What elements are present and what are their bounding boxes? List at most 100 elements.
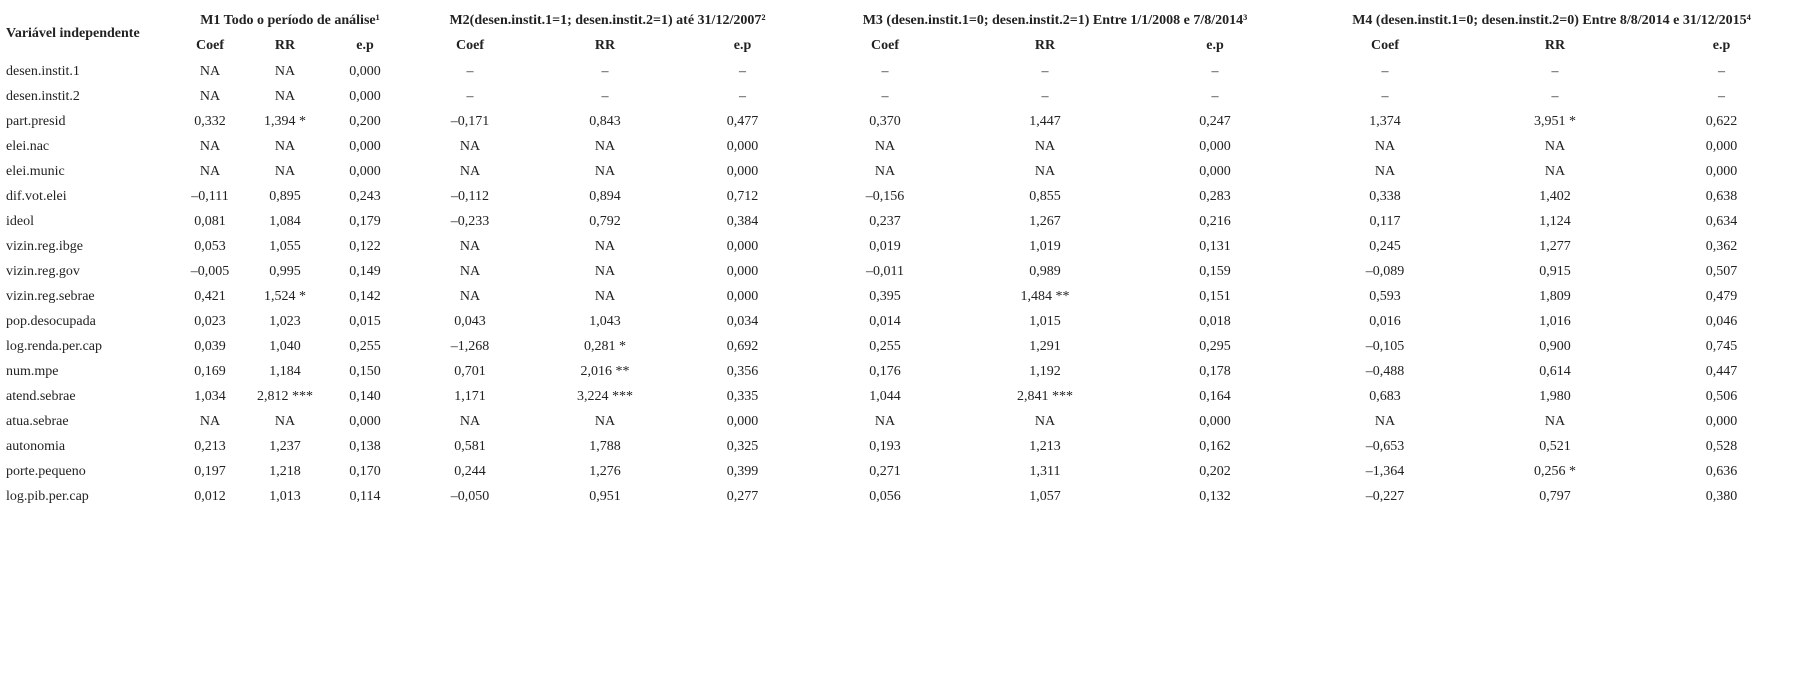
table-row: pop.desocupada 0,023 1,023 0,015 0,043 1,043 0…	[0, 309, 1803, 334]
table-cell: 1,084	[269, 213, 301, 229]
table-row: elei.munic NA NA 0,000 NA NA 0,000 NA NA 0,000 NA N…	[0, 159, 1803, 184]
table-cell: 0,193	[869, 438, 901, 454]
table-cell: 1,213	[1029, 438, 1061, 454]
table-cell: 0,338	[1369, 188, 1401, 204]
table-cell: 1,267	[1029, 213, 1061, 229]
column-header: e.p	[1206, 38, 1224, 53]
table-cell: NA	[594, 138, 616, 154]
table-cell: 1,013	[269, 488, 301, 504]
table-cell: –0,005	[190, 263, 230, 279]
table-cell: 0,000	[1199, 163, 1231, 179]
table-cell: –	[466, 63, 474, 79]
table-cell: 0,056	[869, 488, 901, 504]
subheader-row: Coef RR e.p Coef RR e.p Coef RR e.p Coef RR e.p	[0, 33, 1803, 59]
table-cell: 0,915	[1539, 263, 1571, 279]
table-cell: 0,200	[349, 113, 381, 129]
table-cell: 0,000	[726, 413, 759, 429]
table-cell: NA	[594, 163, 616, 179]
table-cell: 0,114	[349, 488, 381, 504]
table-cell: 1,043	[589, 313, 621, 329]
table-cell: 0,000	[1199, 413, 1231, 429]
table-cell: –	[881, 63, 889, 79]
table-cell: 0,014	[869, 313, 901, 329]
table-cell: 0,370	[869, 113, 901, 129]
table-cell: 1,015	[1029, 313, 1061, 329]
table-cell: NA	[1374, 138, 1396, 154]
table-cell: –	[881, 88, 889, 104]
table-cell: 0,131	[1199, 238, 1231, 254]
table-cell: –0,111	[191, 188, 229, 204]
table-cell: 1,980	[1539, 388, 1571, 404]
table-row: part.presid 0,332 1,394 * 0,200 –0,171 0,843 0…	[0, 109, 1803, 134]
table-cell: 0,506	[1705, 388, 1738, 404]
row-label: pop.desocupada	[6, 313, 96, 329]
table-cell: –	[601, 88, 609, 104]
table-cell: 1,394 *	[264, 113, 306, 129]
table-cell: 0,362	[1705, 238, 1738, 254]
table-cell: 0,995	[269, 263, 301, 279]
table-cell: –1,268	[450, 338, 490, 354]
table-cell: NA	[199, 413, 221, 429]
table-cell: 1,402	[1539, 188, 1571, 204]
table-cell: 0,000	[349, 88, 381, 104]
table-cell: NA	[274, 413, 296, 429]
table-cell: 0,039	[194, 338, 226, 354]
table-cell: 0,528	[1705, 438, 1738, 454]
table-cell: 3,224 ***	[577, 388, 633, 404]
table-cell: NA	[874, 163, 896, 179]
table-cell: 1,016	[1539, 313, 1571, 329]
table-cell: 0,855	[1029, 188, 1061, 204]
table-cell: NA	[1034, 138, 1056, 154]
table-cell: 0,016	[1369, 313, 1401, 329]
table-row: atend.sebrae 1,034 2,812 *** 0,140 1,171 3,22…	[0, 384, 1803, 409]
table-cell: 0,000	[1705, 138, 1738, 154]
column-header: e.p	[733, 38, 752, 53]
page: {"header": {"label": "Variável independe…	[0, 8, 1803, 675]
table-cell: 0,281 *	[584, 338, 626, 354]
table-cell: 1,040	[269, 338, 301, 354]
table-cell: –	[1041, 63, 1049, 79]
table-cell: 1,447	[1029, 113, 1061, 129]
table-cell: NA	[594, 288, 616, 304]
table-cell: –	[1551, 63, 1559, 79]
table-cell: 0,843	[589, 113, 621, 129]
table-cell: NA	[1374, 163, 1396, 179]
table-cell: 0,692	[726, 338, 759, 354]
table-cell: NA	[274, 138, 296, 154]
table-cell: 0,283	[1199, 188, 1231, 204]
table-row: dif.vot.elei –0,111 0,895 0,243 –0,112 0,894 0…	[0, 184, 1803, 209]
table-cell: NA	[199, 163, 221, 179]
group-header: M1 Todo o período de análise¹	[200, 12, 380, 28]
table-cell: –1,364	[1365, 463, 1405, 479]
table-cell: 0,150	[349, 363, 381, 379]
table-cell: 0,255	[869, 338, 901, 354]
table-cell: NA	[274, 63, 296, 79]
table-row: log.renda.per.cap 0,039 1,040 0,255 –1,268 0,…	[0, 334, 1803, 359]
table-cell: 0,151	[1199, 288, 1231, 304]
table-cell: 0,122	[349, 238, 381, 254]
table-cell: 0,701	[454, 363, 486, 379]
table-row: desen.instit.1 NA NA 0,000 – – – – – – – – –	[0, 59, 1803, 84]
table-cell: 0,894	[589, 188, 621, 204]
table-cell: 0,034	[726, 313, 759, 329]
table-cell: –0,011	[866, 263, 904, 279]
table-cell: 0,244	[454, 463, 486, 479]
table-cell: 0,197	[194, 463, 226, 479]
table-cell: 0,012	[194, 488, 226, 504]
table-cell: 1,291	[1029, 338, 1061, 354]
table-cell: 0,951	[589, 488, 621, 504]
table-cell: NA	[459, 238, 481, 254]
row-label: dif.vot.elei	[6, 188, 67, 204]
table-cell: 2,016 **	[580, 363, 630, 379]
table-cell: 0,325	[726, 438, 759, 454]
table-cell: –0,488	[1365, 363, 1405, 379]
table-cell: 0,797	[1539, 488, 1571, 504]
row-label: ideol	[6, 213, 34, 229]
table-row: vizin.reg.ibge 0,053 1,055 0,122 NA NA 0,000 0,…	[0, 234, 1803, 259]
table-cell: 0,159	[1199, 263, 1231, 279]
table-cell: NA	[274, 88, 296, 104]
table-cell: 1,484 **	[1020, 288, 1070, 304]
table-cell: 1,788	[589, 438, 621, 454]
table-cell: 0,245	[1369, 238, 1401, 254]
table-cell: NA	[594, 263, 616, 279]
